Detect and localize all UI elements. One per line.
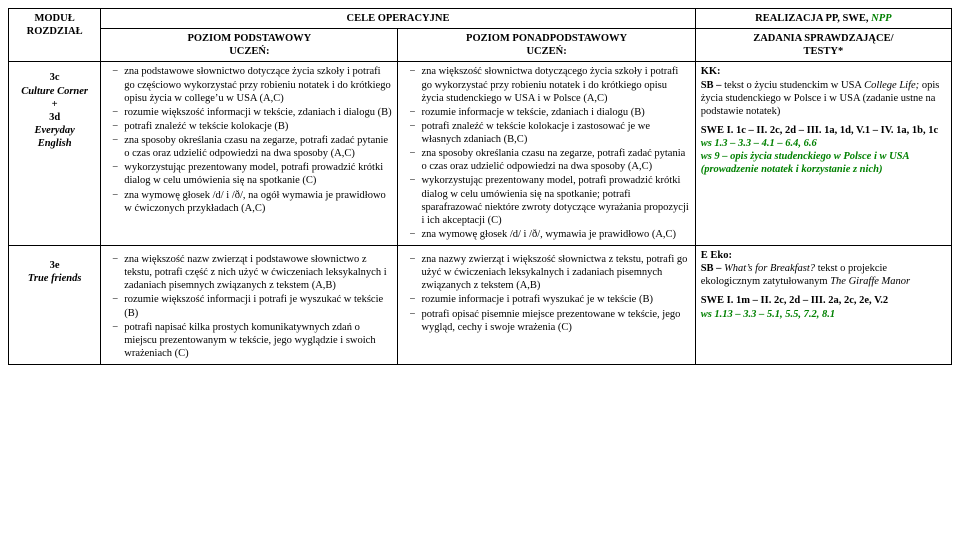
hdr-basic: POZIOM PODSTAWOWY UCZEŃ: bbox=[101, 29, 398, 62]
hdr-real-top: REALIZACJA PP, SWE, NPP bbox=[695, 9, 951, 29]
kk-label: KK: bbox=[701, 65, 946, 78]
ws-2: ws 1.13 – 3.3 – 5.1, 5.5, 7.2, 8.1 bbox=[701, 308, 946, 321]
ws9: ws 9 – opis życia studenckiego w Polsce … bbox=[701, 150, 946, 176]
list-item: zna wymowę głosek /d/ i /ð/, wymawia je … bbox=[413, 228, 689, 241]
adv-list-2: zna nazwy zwierząt i większość słownictw… bbox=[403, 253, 689, 334]
hdr-basic-a: POZIOM PODSTAWOWY bbox=[187, 33, 311, 44]
hdr-adv-a: POZIOM PONADPODSTAWOWY bbox=[466, 33, 627, 44]
sb-it-2a: What’s for Breakfast? bbox=[724, 263, 815, 274]
swe-1: SWE I. 1c – II. 2c, 2d – III. 1a, 1d, V.… bbox=[701, 124, 946, 137]
list-item: potrafi opisać pisemnie miejsce prezento… bbox=[413, 308, 689, 334]
basic-list-2: zna większość nazw zwierząt i podstawowe… bbox=[106, 253, 392, 360]
hdr-real-npp: NPP bbox=[871, 13, 891, 24]
list-item: rozumie większość informacji i potrafi j… bbox=[116, 293, 392, 319]
mod2-0: 3e bbox=[14, 259, 95, 272]
adv-cell-1: zna większość słownictwa dotyczącego życ… bbox=[398, 62, 695, 246]
adv-list-1: zna większość słownictwa dotyczącego życ… bbox=[403, 65, 689, 241]
hdr-tests-b: TESTY* bbox=[804, 46, 844, 57]
basic-cell-2: zna większość nazw zwierząt i podstawowe… bbox=[101, 246, 398, 365]
sb-text: tekst o życiu studenckim w USA bbox=[724, 80, 864, 91]
list-item: rozumie informacje w tekście, zdaniach i… bbox=[413, 106, 689, 119]
mod1-1: Culture Corner bbox=[14, 85, 95, 98]
mod1-2: + bbox=[14, 98, 95, 111]
hdr-basic-b: UCZEŃ: bbox=[229, 46, 269, 57]
table-row: 3e True friends zna większość nazw zwier… bbox=[9, 246, 952, 365]
list-item: zna nazwy zwierząt i większość słownictw… bbox=[413, 253, 689, 292]
list-item: zna sposoby określania czasu na zegarze,… bbox=[116, 134, 392, 160]
sb-line-1: SB – tekst o życiu studenckim w USA Coll… bbox=[701, 79, 946, 118]
module-cell-2: 3e True friends bbox=[9, 246, 101, 365]
list-item: zna większość nazw zwierząt i podstawowe… bbox=[116, 253, 392, 292]
hdr-module: MODUŁ ROZDZIAŁ bbox=[9, 9, 101, 62]
list-item: rozumie informacje i potrafi wyszukać je… bbox=[413, 293, 689, 306]
mod1-4: Everyday bbox=[14, 124, 95, 137]
hdr-adv: POZIOM PONADPODSTAWOWY UCZEŃ: bbox=[398, 29, 695, 62]
curriculum-table: MODUŁ ROZDZIAŁ CELE OPERACYJNE REALIZACJ… bbox=[8, 8, 952, 365]
swe-2: SWE I. 1m – II. 2c, 2d – III. 2a, 2c, 2e… bbox=[701, 294, 946, 307]
sb-pref2: SB – bbox=[701, 263, 724, 274]
hdr-real-a: REALIZACJA PP, SWE, bbox=[755, 13, 871, 24]
hdr-module-a: MODUŁ bbox=[34, 13, 74, 24]
header-row-2: POZIOM PODSTAWOWY UCZEŃ: POZIOM PONADPOD… bbox=[9, 29, 952, 62]
list-item: zna większość słownictwa dotyczącego życ… bbox=[413, 65, 689, 104]
basic-list-1: zna podstawowe słownictwo dotyczące życi… bbox=[106, 65, 392, 214]
eeko-label: E Eko: bbox=[701, 249, 946, 262]
module-cell-1: 3c Culture Corner + 3d Everyday English bbox=[9, 62, 101, 246]
list-item: zna podstawowe słownictwo dotyczące życi… bbox=[116, 65, 392, 104]
mod1-3: 3d bbox=[14, 111, 95, 124]
adv-cell-2: zna nazwy zwierząt i większość słownictw… bbox=[398, 246, 695, 365]
list-item: potrafi znaleźć w tekście kolokacje i za… bbox=[413, 120, 689, 146]
hdr-adv-b: UCZEŃ: bbox=[526, 46, 566, 57]
list-item: zna sposoby określania czasu na zegarze,… bbox=[413, 147, 689, 173]
sb-pref: SB – bbox=[701, 80, 724, 91]
sb-it-2b: The Giraffe Manor bbox=[830, 276, 910, 287]
hdr-module-b: ROZDZIAŁ bbox=[27, 26, 83, 37]
list-item: rozumie większość informacji w tekście, … bbox=[116, 106, 392, 119]
list-item: zna wymowę głosek /d/ i /ð/, na ogół wym… bbox=[116, 189, 392, 215]
list-item: wykorzystując prezentowany model, potraf… bbox=[413, 174, 689, 227]
list-item: potrafi znaleźć w tekście kolokacje (B) bbox=[116, 120, 392, 133]
real-cell-1: KK: SB – tekst o życiu studenckim w USA … bbox=[695, 62, 951, 246]
list-item: potrafi napisać kilka prostych komunikat… bbox=[116, 321, 392, 360]
list-item: wykorzystując prezentowany model, potraf… bbox=[116, 161, 392, 187]
header-row-1: MODUŁ ROZDZIAŁ CELE OPERACYJNE REALIZACJ… bbox=[9, 9, 952, 29]
real-cell-2: E Eko: SB – What’s for Breakfast? tekst … bbox=[695, 246, 951, 365]
sb-it: College Life; bbox=[864, 80, 919, 91]
hdr-tests-a: ZADANIA SPRAWDZAJĄCE/ bbox=[753, 33, 893, 44]
ws-a: ws 1.3 – 3.3 – 4.1 – 6.4, 6.6 bbox=[701, 137, 946, 150]
sb-line-2: SB – What’s for Breakfast? tekst o proje… bbox=[701, 262, 946, 288]
table-row: 3c Culture Corner + 3d Everyday English … bbox=[9, 62, 952, 246]
mod1-0: 3c bbox=[14, 71, 95, 84]
hdr-cele: CELE OPERACYJNE bbox=[101, 9, 695, 29]
mod1-5: English bbox=[14, 137, 95, 150]
hdr-tests: ZADANIA SPRAWDZAJĄCE/ TESTY* bbox=[695, 29, 951, 62]
basic-cell-1: zna podstawowe słownictwo dotyczące życi… bbox=[101, 62, 398, 246]
mod2-1: True friends bbox=[14, 272, 95, 285]
